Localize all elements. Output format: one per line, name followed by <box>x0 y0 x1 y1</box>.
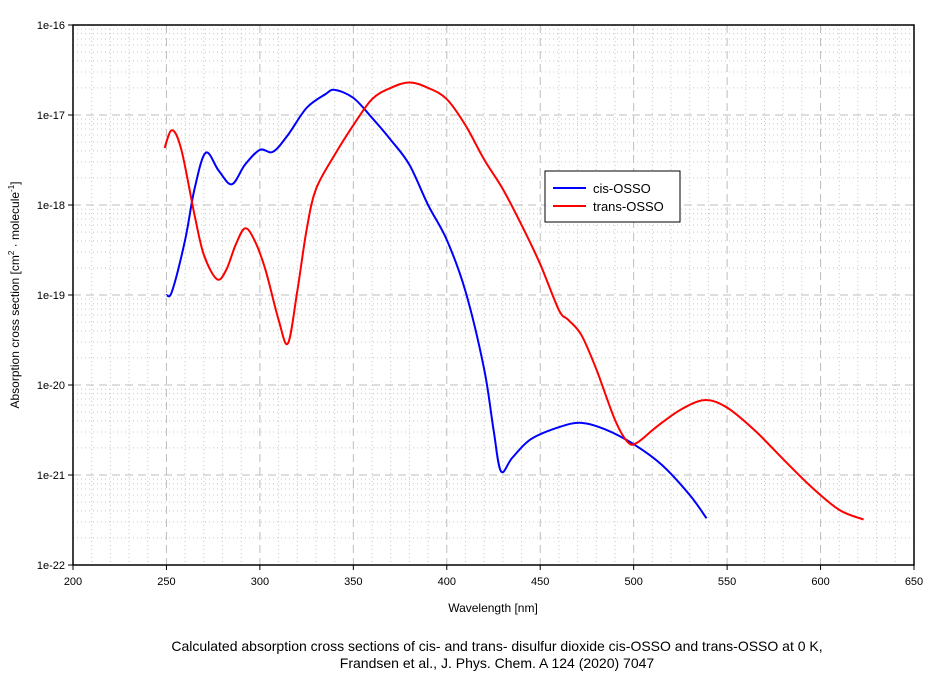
series-line-trans-osso <box>163 81 864 521</box>
x-tick-label: 450 <box>531 576 549 588</box>
y-tick-label: 1e-18 <box>37 200 65 212</box>
x-tick-label: 600 <box>811 576 829 588</box>
legend: cis-OSSO trans-OSSO <box>544 170 681 223</box>
y-tick-label: 1e-22 <box>37 560 65 572</box>
y-tick-label: 1e-16 <box>37 20 65 32</box>
legend-label-cis: cis-OSSO <box>593 181 651 196</box>
x-tick-label: 350 <box>344 576 362 588</box>
grid <box>73 25 914 565</box>
x-axis-label: Wavelength [nm] <box>448 601 538 615</box>
y-tick-label: 1e-20 <box>37 380 65 392</box>
x-tick-label: 650 <box>905 576 923 588</box>
curves <box>163 81 864 521</box>
y-axis-label: Absorption cross section [cm2 · molecule… <box>7 181 22 408</box>
legend-label-trans: trans-OSSO <box>593 199 664 214</box>
y-tick-label: 1e-17 <box>37 110 65 122</box>
series-line-cis-osso <box>165 88 708 519</box>
x-tick-label: 400 <box>438 576 456 588</box>
x-tick-label: 550 <box>718 576 736 588</box>
y-tick-label: 1e-21 <box>37 470 65 482</box>
x-tick-label: 500 <box>624 576 642 588</box>
x-tick-label: 300 <box>251 576 269 588</box>
ticks: 200 250 300 350 400 450 500 550 600 650 1e-22 1e-21… <box>37 20 923 588</box>
x-tick-label: 250 <box>157 576 175 588</box>
caption-line-1: Calculated absorption cross sections of … <box>171 638 822 654</box>
x-tick-label: 200 <box>64 576 82 588</box>
caption-line-2: Frandsen et al., J. Phys. Chem. A 124 (2… <box>340 655 655 671</box>
y-tick-label: 1e-19 <box>37 290 65 302</box>
